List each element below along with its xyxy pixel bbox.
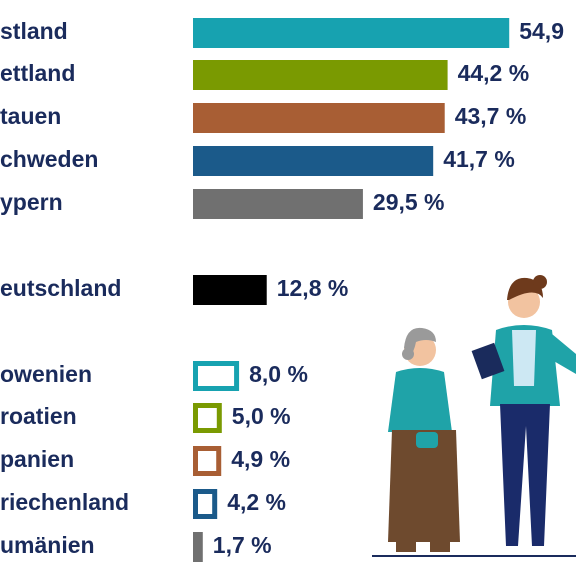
value-label: 8,0 %: [249, 361, 308, 387]
bar: [193, 146, 434, 176]
category-label: tauen: [0, 103, 61, 129]
category-label: riechenland: [0, 489, 129, 515]
bar: [193, 446, 222, 476]
value-label: 5,0 %: [232, 403, 291, 429]
category-label: roatien: [0, 403, 77, 429]
category-label: eutschland: [0, 275, 121, 301]
value-label: 4,9 %: [231, 446, 290, 472]
category-label: stland: [0, 18, 68, 44]
category-label: ypern: [0, 189, 63, 215]
category-label: owenien: [0, 361, 92, 387]
value-label: 4,2 %: [227, 489, 286, 515]
value-label: 29,5 %: [373, 189, 445, 215]
value-label: 1,7 %: [213, 532, 272, 558]
category-label: umänien: [0, 532, 95, 558]
bar: [193, 60, 448, 90]
value-label: 54,9: [519, 18, 564, 44]
illustration: [372, 275, 576, 557]
value-label: 41,7 %: [443, 146, 515, 172]
category-label: panien: [0, 446, 74, 472]
value-label: 43,7 %: [455, 103, 527, 129]
category-label: ettland: [0, 60, 75, 86]
bar: [193, 103, 445, 133]
value-label: 12,8 %: [277, 275, 349, 301]
category-label: chweden: [0, 146, 98, 172]
bar: [193, 489, 218, 519]
bar: [193, 275, 267, 305]
value-label: 44,2 %: [458, 60, 530, 86]
bar: [193, 532, 203, 562]
bar: [193, 189, 363, 219]
bar: [193, 18, 510, 48]
bar: [193, 403, 222, 433]
bar: [193, 361, 240, 391]
